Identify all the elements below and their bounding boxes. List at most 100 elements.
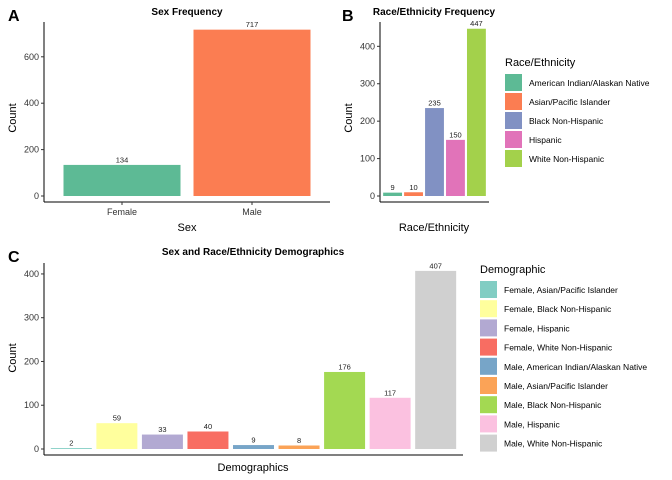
panel-a-axes: 0 200 400 600 Female Male [24,22,330,217]
panel-b-y-tick-label: 400 [360,41,375,51]
panel-c-bar [187,431,229,449]
panel-c-legend-swatch [480,377,497,394]
panel-b-bar [383,192,403,196]
panel-b-legend-item: Black Non-Hispanic [529,116,604,126]
panel-b-title: Race/Ethnicity Frequency [373,7,496,18]
panel-c-bar-value-label: 407 [429,261,442,270]
panel-c-y-tick-label: 300 [24,313,39,323]
panel-b-bar-value-label: 235 [428,99,441,108]
panel-c-y-tick-label: 0 [34,444,39,454]
panel-c-legend-item: Male, American Indian/Alaskan Native [504,362,647,372]
panel-a-y-tick-label: 0 [34,191,39,201]
panel-a-title: Sex Frequency [151,7,223,18]
panel-b-label: B [342,8,354,25]
panel-c-legend-swatch [480,415,497,433]
panel-c-bar [96,423,138,449]
panel-c-legend-swatch [480,281,497,298]
panel-b-bar-value-label: 10 [409,183,417,192]
panel-c-legend-swatch [480,396,497,414]
panel-b-legend-item: American Indian/Alaskan Native [529,78,650,88]
panel-b-legend-item: White Non-Hispanic [529,154,605,164]
panel-c-bar-value-label: 2 [69,439,73,448]
panel-c-bar-value-label: 8 [297,436,301,445]
panel-c-legend-swatch [480,434,497,452]
panel-b-y-tick-label: 300 [360,79,375,89]
panel-c-legend-swatch [480,338,497,356]
panel-c-bar [141,434,183,449]
panel-c: C Sex and Race/Ethnicity Demographics 0 1… [7,247,647,474]
panel-a-label: A [8,8,20,25]
panel-b-bar-value-label: 150 [449,130,462,139]
panel-a-bar [63,164,181,196]
panel-c-bar [324,371,366,449]
panel-a-xlabel: Sex [178,222,197,234]
panel-c-legend-item: Male, White Non-Hispanic [504,439,603,449]
panel-c-axes: 0 100 200 300 400 [24,263,463,456]
panel-a-x-tick-label: Male [242,207,262,217]
panel-c-legend-item: Male, Black Non-Hispanic [504,400,602,410]
panel-b-bars: 9 10 235 150 447 [383,19,486,196]
panel-b-legend-swatch [505,74,522,91]
panel-c-bar [278,445,320,449]
panel-b-bar-value-label: 9 [390,183,394,192]
panel-b-bar-value-label: 447 [470,19,483,28]
panel-b-y-tick-label: 0 [370,191,375,201]
panel-c-bar-value-label: 117 [384,388,396,397]
panel-b-bar [466,28,486,196]
panel-c-bar-value-label: 59 [113,414,121,423]
panel-c-bar-value-label: 9 [251,436,255,445]
panel-c-legend-item: Female, Black Non-Hispanic [504,304,612,314]
panel-c-bar [415,270,457,449]
panel-b-legend-swatch [505,150,522,167]
panel-c-y-tick-label: 400 [24,269,39,279]
panel-a-bar-value-label: 134 [116,155,129,164]
panel-b-ylabel: Count [343,103,355,132]
panel-c-legend-title: Demographic [480,264,546,276]
panel-a-y-tick-label: 400 [24,98,39,108]
panel-b-bar [404,192,423,196]
panel-c-legend-item: Female, White Non-Hispanic [504,343,613,353]
panel-b-legend-item: Asian/Pacific Islander [529,97,610,107]
panel-c-legend-swatch [480,357,497,375]
panel-c-y-tick-label: 200 [24,356,39,366]
panel-c-legend-item: Male, Asian/Pacific Islander [504,381,608,391]
panel-b: B Race/Ethnicity Frequency 0 100 200 300 400… [342,7,650,234]
panel-a-bars: 134 717 [63,20,311,196]
panel-a-y-tick-label: 600 [24,52,39,62]
panel-b-y-tick-label: 200 [360,116,375,126]
panel-a-y-tick-label: 200 [24,145,39,155]
panel-c-bar [50,448,92,449]
panel-c-ylabel: Count [7,343,19,372]
panel-c-legend-swatch [480,319,497,337]
panel-a-bar [193,29,311,196]
panel-b-legend-title: Race/Ethnicity [505,57,576,69]
panel-c-bar-value-label: 176 [338,362,351,371]
panel-c-legend-swatch [480,300,497,318]
panel-c-y-tick-label: 100 [24,400,39,410]
panel-c-bar [233,445,274,449]
panel-c-legend-item: Female, Hispanic [504,323,570,333]
panel-b-axes: 0 100 200 300 400 [360,22,489,203]
panel-b-y-tick-label: 100 [360,154,375,164]
panel-c-legend-item: Male, Hispanic [504,419,560,429]
panel-c-bar [369,397,411,449]
panel-a-ylabel: Count [7,103,19,132]
panel-c-legend-item: Female, Asian/Pacific Islander [504,285,618,295]
panel-c-bar-value-label: 33 [158,425,166,434]
panel-c-legend: Demographic Female, Asian/Pacific Islande… [480,264,647,452]
panel-b-bar [425,108,444,196]
panel-c-title: Sex and Race/Ethnicity Demographics [162,247,345,258]
panel-c-xlabel: Demographics [218,462,289,474]
panel-b-bar [446,139,465,196]
panel-a-bar-value-label: 717 [246,20,259,29]
panel-c-bar-value-label: 40 [204,422,212,431]
panel-c-bars: 2 59 33 40 9 8 176 117 407 [50,261,457,449]
panel-b-legend-swatch [505,131,522,148]
panel-b-legend: Race/Ethnicity American Indian/Alaskan Na… [505,57,650,167]
panel-b-legend-item: Hispanic [529,135,562,145]
panel-a-x-tick-label: Female [107,207,137,217]
panel-b-legend-swatch [505,112,522,129]
panel-b-legend-swatch [505,93,522,110]
panel-c-label: C [8,249,20,266]
